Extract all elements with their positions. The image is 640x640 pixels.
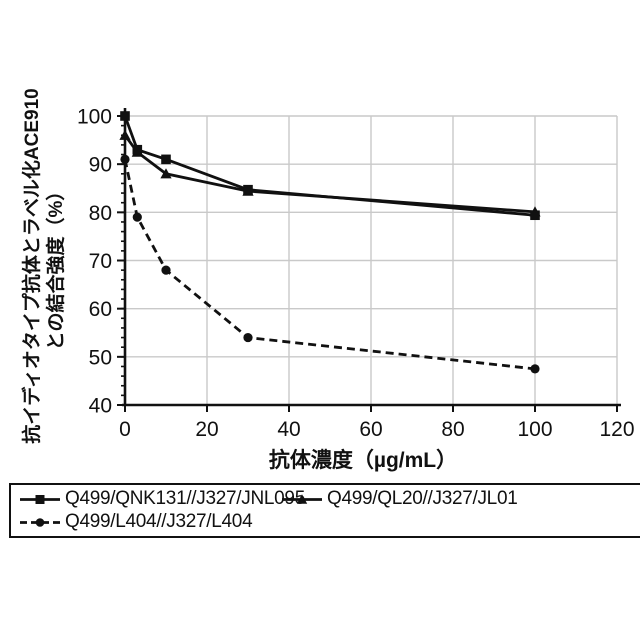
y-tick-label: 60 (89, 298, 112, 321)
circle-marker (132, 212, 142, 222)
series-line (123, 159, 536, 371)
x-tick-label: 100 (517, 418, 552, 441)
series-line (123, 134, 536, 214)
legend-marker-triangle-solid-line (282, 493, 322, 504)
square-marker (243, 184, 253, 195)
y-tick-label: 40 (89, 395, 112, 418)
y-tick-label: 80 (89, 202, 112, 225)
y-tick-label: 50 (89, 346, 112, 369)
legend-entry-series-0: Q499/QNK131//J327/JNL095 (19, 487, 305, 510)
x-tick-label: 80 (441, 418, 464, 441)
series-circle (120, 154, 540, 374)
axes: 40 50 60 70 80 90 100 0 20 40 60 80 100 120 (77, 106, 635, 441)
legend-entry-series-2: Q499/L404//J327/L404 (19, 510, 281, 533)
y-tick-label: 90 (89, 154, 112, 177)
legend-entry-series-1: Q499/QL20//J327/JL01 (281, 487, 637, 510)
y-axis-title-line2: との結合強度（%） (44, 182, 67, 351)
circle-marker (120, 154, 130, 164)
square-marker (161, 154, 171, 165)
legend-marker-square-solid-line (20, 494, 60, 504)
legend-marker-circle-dashed-line (20, 517, 60, 527)
y-axis-title-line1: 抗イディオタイプ抗体とラベル化ACE910 (20, 88, 43, 444)
x-axis-title: 抗体濃度（µg/mL） (269, 448, 457, 472)
square-marker (530, 210, 540, 221)
triangle-marker (160, 168, 172, 179)
y-tick-label: 70 (89, 250, 112, 273)
chart-legend: Q499/QNK131//J327/JNL095 Q499/QL20//J327… (9, 483, 640, 538)
legend-label-series-1: Q499/QL20//J327/JL01 (327, 487, 518, 509)
gridlines (125, 115, 618, 405)
x-tick-label: 120 (599, 418, 634, 441)
x-tick-label: 60 (359, 418, 382, 441)
series-line (123, 115, 536, 217)
circle-marker (243, 332, 253, 343)
line-chart: 40 50 60 70 80 90 100 0 20 40 60 80 100 120 抗体濃度（µg/mL… (20, 88, 635, 472)
circle-marker (161, 265, 171, 275)
square-marker (132, 144, 143, 155)
series-square (120, 111, 540, 221)
series-triangle (119, 129, 541, 217)
square-marker (120, 111, 130, 121)
legend-label-series-0: Q499/QNK131//J327/JNL095 (65, 487, 305, 509)
triangle-marker (119, 129, 131, 140)
x-tick-label: 40 (277, 418, 300, 441)
x-tick-label: 0 (119, 418, 131, 441)
y-tick-label: 100 (77, 106, 112, 129)
circle-marker (530, 364, 540, 374)
legend-label-series-2: Q499/L404//J327/L404 (65, 510, 253, 532)
x-tick-label: 20 (195, 418, 218, 441)
